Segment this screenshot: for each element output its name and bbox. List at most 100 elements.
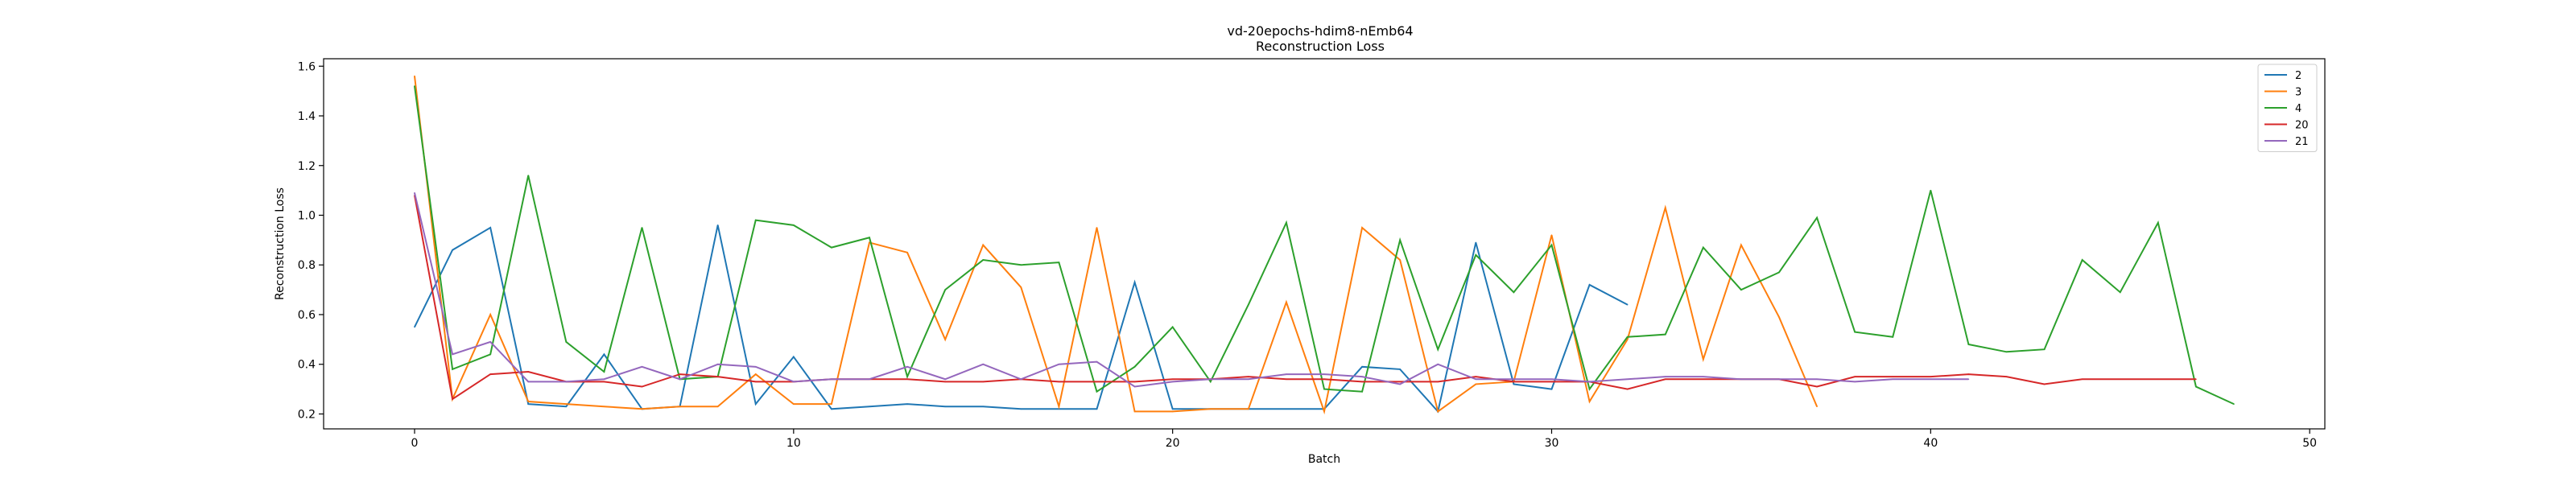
data-point: [754, 219, 757, 221]
y-axis-label: Reconstruction Loss: [274, 187, 287, 300]
data-point: [1286, 378, 1287, 381]
data-point: [1475, 254, 1477, 256]
data-point: [1892, 378, 1894, 381]
data-point: [1475, 241, 1477, 244]
y-tick-label: 1.6: [298, 60, 316, 73]
legend-box: [2257, 64, 2318, 152]
data-point: [2043, 383, 2046, 385]
data-point: [1133, 410, 1136, 413]
data-point: [1664, 378, 1666, 381]
x-axis: 0 10 20 30 40 50: [411, 429, 2317, 450]
data-point: [1437, 348, 1439, 351]
data-point: [1892, 376, 1894, 377]
data-point: [906, 378, 908, 381]
data-point: [793, 381, 795, 383]
series-line-20: [414, 195, 2196, 401]
data-point: [1930, 376, 1932, 377]
data-point: [1248, 376, 1249, 377]
data-point: [1096, 360, 1098, 363]
data-point: [565, 403, 568, 405]
data-point: [2081, 259, 2083, 261]
data-point: [1778, 271, 1780, 274]
data-point: [1171, 408, 1174, 410]
data-point: [982, 363, 985, 365]
data-point: [793, 403, 795, 405]
data-point: [831, 378, 832, 381]
data-point: [2157, 378, 2159, 381]
data-point: [831, 403, 832, 405]
data-point: [1361, 376, 1363, 377]
data-point: [1892, 336, 1894, 338]
data-point: [2233, 403, 2235, 405]
data-point: [1171, 410, 1174, 413]
data-point: [1399, 383, 1401, 385]
data-point: [869, 237, 870, 239]
data-point: [1361, 390, 1363, 393]
data-point: [1930, 378, 1932, 381]
x-tick-label: 30: [1545, 437, 1559, 450]
data-point: [1854, 331, 1856, 333]
data-point: [1361, 366, 1363, 368]
data-point: [982, 259, 985, 261]
data-point: [1096, 390, 1098, 393]
legend-label: 21: [2295, 136, 2309, 148]
data-point: [831, 408, 832, 410]
data-point: [1626, 339, 1629, 340]
data-point: [1437, 381, 1439, 383]
data-point: [414, 192, 415, 194]
data-point: [527, 381, 530, 383]
data-point: [1588, 388, 1591, 390]
data-point: [1248, 408, 1249, 410]
data-point: [1816, 406, 1818, 408]
data-point: [1096, 381, 1098, 383]
data-point: [1286, 221, 1287, 224]
data-point: [1740, 244, 1742, 246]
data-point: [1703, 246, 1704, 249]
data-point: [1323, 410, 1325, 413]
data-point: [1740, 289, 1742, 290]
data-point: [1020, 408, 1022, 410]
data-point: [527, 175, 530, 176]
data-point: [2195, 378, 2197, 381]
data-point: [1133, 282, 1136, 283]
data-point: [1020, 378, 1022, 381]
data-point: [1209, 381, 1212, 383]
data-point: [716, 363, 719, 365]
data-point: [1475, 376, 1477, 377]
data-point: [1588, 381, 1591, 383]
data-point: [716, 406, 719, 408]
legend-label: 2: [2295, 70, 2301, 82]
data-point: [2043, 348, 2046, 351]
data-point: [1171, 378, 1174, 381]
data-point: [2005, 376, 2008, 377]
data-point: [1133, 366, 1136, 368]
data-point: [906, 252, 908, 253]
data-point: [944, 378, 946, 381]
data-point: [1816, 378, 1818, 381]
data-point: [869, 378, 870, 381]
data-point: [679, 406, 681, 408]
data-point: [754, 381, 757, 383]
data-point: [565, 381, 568, 383]
data-point: [452, 249, 453, 251]
data-point: [489, 373, 491, 375]
data-point: [982, 381, 985, 383]
x-tick-label: 20: [1166, 437, 1180, 450]
data-point: [1854, 381, 1856, 383]
y-tick-label: 0.8: [298, 259, 316, 272]
data-point: [1209, 378, 1212, 381]
data-point: [1286, 408, 1287, 410]
data-point: [1740, 378, 1742, 381]
data-point: [793, 356, 795, 358]
data-point: [869, 406, 870, 408]
y-tick-label: 0.4: [298, 359, 316, 372]
data-point: [679, 373, 681, 375]
data-point: [603, 381, 605, 383]
data-point: [1967, 378, 1970, 381]
plot-frame: [323, 58, 2326, 430]
data-point: [754, 403, 757, 405]
data-point: [1588, 284, 1591, 286]
data-point: [1778, 316, 1780, 318]
